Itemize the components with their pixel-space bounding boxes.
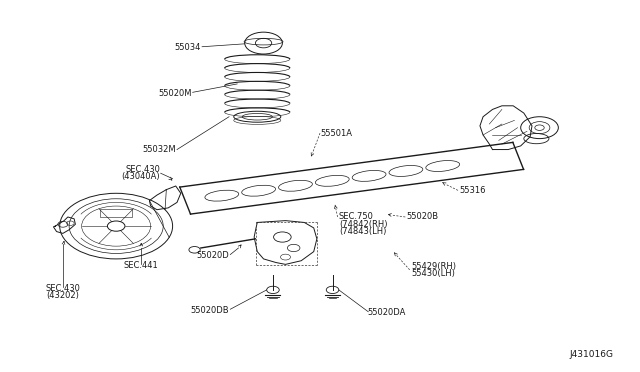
Text: 55020M: 55020M: [158, 89, 191, 97]
Text: 55020DA: 55020DA: [367, 308, 405, 317]
Text: (43202): (43202): [47, 291, 79, 300]
Text: 55429(RH): 55429(RH): [411, 262, 456, 272]
Text: J431016G: J431016G: [570, 350, 614, 359]
Text: 55020B: 55020B: [406, 212, 438, 221]
Text: 55020DB: 55020DB: [191, 306, 229, 315]
Text: (74843(LH): (74843(LH): [339, 227, 386, 236]
Text: 55316: 55316: [460, 186, 486, 195]
Text: (74842(RH): (74842(RH): [339, 220, 387, 229]
Text: SEC.441: SEC.441: [124, 261, 159, 270]
Text: 55430(LH): 55430(LH): [411, 269, 455, 278]
Text: (43040A): (43040A): [122, 172, 160, 182]
Text: SEC.430: SEC.430: [45, 284, 80, 293]
Text: SEC.430: SEC.430: [125, 165, 160, 174]
Text: 55032M: 55032M: [142, 145, 176, 154]
Text: 55020D: 55020D: [196, 251, 229, 260]
Text: SEC.750: SEC.750: [339, 212, 374, 221]
Text: 55501A: 55501A: [320, 129, 352, 138]
Text: 55034: 55034: [175, 43, 201, 52]
